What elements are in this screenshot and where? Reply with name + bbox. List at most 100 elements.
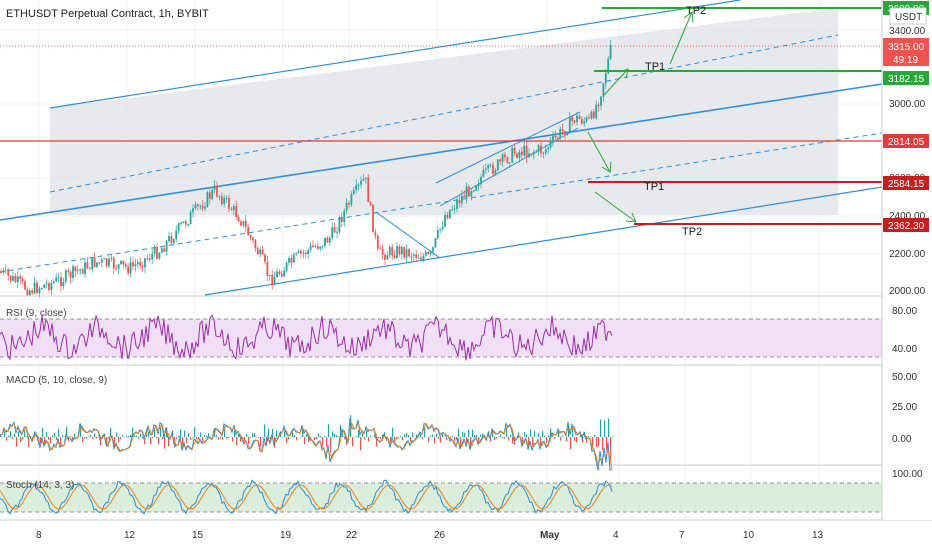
middle-dashed-line-lower[interactable] — [0, 132, 883, 273]
macd-bar — [236, 437, 238, 446]
macd-bar — [364, 437, 366, 440]
candle-body — [352, 190, 355, 194]
candle-body — [470, 191, 473, 197]
candle-body — [108, 258, 110, 266]
macd-bar — [522, 437, 524, 446]
macd-line[interactable] — [0, 418, 613, 471]
macd-bar — [318, 433, 320, 437]
candle-body — [309, 245, 312, 250]
macd-bar — [566, 437, 568, 442]
time-tick: 26 — [434, 530, 446, 541]
lower-channel-line[interactable] — [204, 186, 883, 296]
macd-bar — [506, 427, 508, 437]
candle-body — [220, 196, 223, 205]
macd-bar — [114, 437, 116, 449]
macd-bar — [526, 434, 528, 437]
macd-bar — [12, 437, 14, 439]
macd-bar — [468, 430, 470, 437]
macd-bar — [74, 433, 76, 437]
time-axis[interactable]: 8 12 15 19 22 26 May 4 7 10 13 — [0, 521, 932, 550]
macd-bar — [50, 437, 52, 444]
wedge-line-2[interactable] — [435, 111, 581, 184]
candle-body — [16, 276, 19, 283]
candle-body — [360, 180, 362, 185]
candle-body — [604, 73, 607, 84]
stoch-k-line[interactable] — [0, 479, 613, 515]
candle-body — [252, 237, 254, 241]
macd-bar — [162, 437, 164, 440]
macd-bar — [476, 434, 478, 437]
stoch-pane[interactable]: Stoch (14, 3, 3) — [0, 479, 882, 515]
currency-label: USDT — [895, 12, 922, 23]
candle-body — [268, 274, 271, 276]
candle-body — [460, 195, 463, 204]
macd-bar — [144, 437, 146, 445]
candle-body — [196, 204, 199, 207]
macd-bar — [118, 437, 120, 443]
macd-bar — [82, 437, 84, 443]
macd-signal-line[interactable] — [0, 422, 613, 470]
candle-body — [369, 202, 372, 205]
price-axis[interactable]: 3400.00 3000.00 2600.00 2400.00 2200.00 … — [881, 0, 932, 520]
macd-tick-25: 25.00 — [892, 402, 917, 413]
macd-bar — [538, 432, 540, 437]
candle-body — [139, 262, 142, 266]
macd-bar — [232, 437, 234, 442]
rsi-pane[interactable]: RSI (9, close) — [0, 308, 882, 361]
candle-body — [148, 258, 151, 260]
price-candles[interactable] — [0, 40, 612, 298]
candle-body — [285, 262, 288, 271]
wedge-line-3[interactable] — [439, 127, 579, 207]
rsi-tick-80: 80.00 — [892, 306, 917, 317]
macd-bar — [382, 434, 384, 437]
price-pane[interactable]: TP2 TP1 TP1 TP2 ETHUSDT Perpetual Contra… — [0, 0, 883, 298]
middle-dashed-line-upper[interactable] — [49, 34, 839, 193]
macd-bar — [150, 437, 152, 445]
candle-body — [57, 277, 60, 279]
candle-body — [168, 236, 170, 242]
macd-bar — [574, 437, 576, 441]
macd-bar — [52, 435, 54, 437]
rsi-line[interactable] — [0, 314, 613, 361]
middle-channel-line[interactable] — [0, 83, 883, 221]
macd-bar — [446, 437, 448, 441]
macd-bar — [138, 437, 140, 439]
wedge-line-1[interactable] — [375, 211, 441, 259]
candle-body — [2, 270, 5, 273]
macd-bar — [218, 437, 220, 440]
axis-tick-2000: 2000.00 — [889, 286, 926, 297]
macd-bar — [430, 435, 432, 437]
candle-body — [316, 246, 319, 249]
candle-body — [187, 224, 190, 226]
macd-bar — [70, 436, 72, 437]
candle-body — [573, 120, 576, 123]
candle-body — [93, 257, 96, 267]
macd-bar — [604, 420, 606, 437]
candle-body — [96, 262, 98, 267]
candle-body — [525, 145, 528, 158]
macd-bar — [472, 429, 474, 437]
macd-bar — [140, 433, 142, 437]
currency-box[interactable] — [889, 7, 927, 25]
candle-body — [568, 116, 571, 133]
candle-body — [81, 269, 84, 274]
upper-channel-line[interactable] — [49, 0, 741, 109]
macd-bar — [338, 436, 340, 437]
macd-pane[interactable]: MACD (5, 10, close, 9) — [0, 375, 614, 471]
stoch-d-line[interactable] — [0, 484, 613, 510]
candle-body — [14, 276, 17, 283]
macd-bar — [358, 429, 360, 437]
candle-body — [422, 255, 425, 260]
candle-body — [444, 215, 446, 227]
macd-bar — [420, 433, 422, 437]
candle-body — [372, 204, 374, 233]
macd-bar — [302, 429, 304, 437]
candle-body — [45, 283, 48, 285]
macd-bar — [286, 437, 288, 444]
candle-body — [319, 246, 322, 249]
candle-body — [19, 276, 22, 279]
candle-body — [177, 223, 180, 231]
candle-body — [9, 275, 12, 281]
macd-bar — [436, 433, 438, 437]
